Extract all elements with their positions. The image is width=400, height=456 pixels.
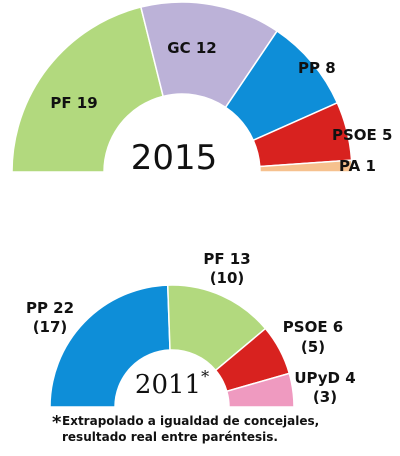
chart-2011-wedge-pp: [49, 284, 171, 408]
label-pp-2011-real: (17): [33, 318, 68, 336]
label-pf-2015: PF 19: [50, 94, 97, 112]
chart-2015-wedge-pa: [259, 159, 353, 173]
label-pp-2011: PP 22: [26, 299, 74, 317]
chart-2015-wedge-pf: [11, 6, 165, 173]
chart-2011-year: 2011: [135, 370, 201, 400]
chart-2015-wedges: [11, 1, 353, 173]
label-upyd-2011: UPyD 4: [294, 369, 355, 387]
label-psoe-2011-real: (5): [301, 338, 325, 356]
footnote: * Extrapolado a igualdad de concejales, …: [52, 412, 319, 444]
chart-2011-wedges: [49, 284, 295, 408]
chart-2011: 2011* PP 22 (17) PF 13 (10) PSOE 6 (5) U…: [26, 250, 356, 408]
chart-2015-title: 2015: [131, 138, 218, 178]
chart-2011-title: 2011*: [135, 367, 209, 400]
label-upyd-2011-real: (3): [313, 388, 337, 406]
chart-2015: 2015 PF 19 GC 12 PP 8 PSOE 5 PA 1: [11, 1, 392, 178]
chart-2011-asterisk: *: [201, 367, 209, 386]
footnote-asterisk: *: [52, 412, 62, 433]
label-pp-2015: PP 8: [298, 59, 336, 77]
footnote-line-2: resultado real entre paréntesis.: [62, 430, 278, 444]
label-psoe-2015: PSOE 5: [332, 126, 392, 144]
label-psoe-2011: PSOE 6: [283, 318, 343, 336]
label-pa-2015: PA 1: [339, 157, 376, 175]
label-pf-2011-real: (10): [210, 269, 245, 287]
chart-2011-wedge-upyd: [225, 372, 295, 408]
label-pf-2011: PF 13: [203, 250, 250, 268]
footnote-line-1: Extrapolado a igualdad de concejales,: [62, 414, 319, 428]
label-gc-2015: GC 12: [167, 39, 216, 57]
